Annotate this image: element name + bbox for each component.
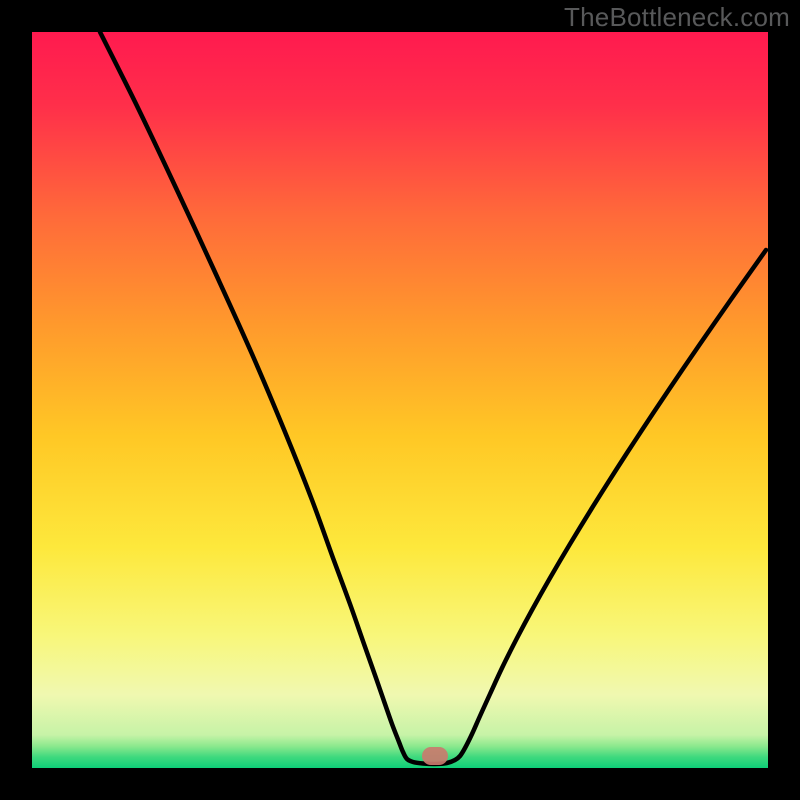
plot-background [32, 32, 768, 768]
watermark-label: TheBottleneck.com [564, 2, 790, 33]
minimum-marker [422, 747, 448, 765]
bottleneck-chart: TheBottleneck.com [0, 0, 800, 800]
chart-svg [0, 0, 800, 800]
